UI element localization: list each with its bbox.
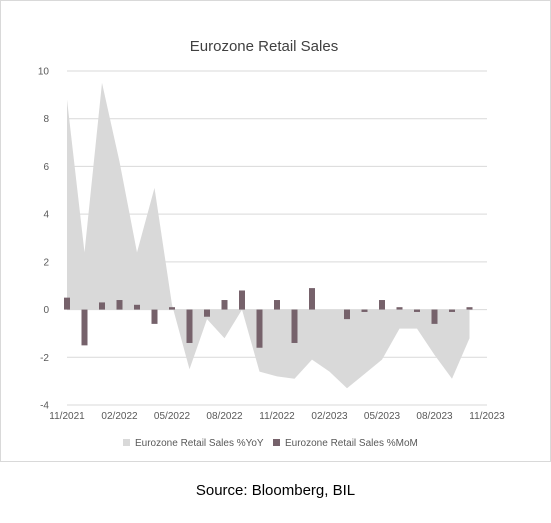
chart-title: Eurozone Retail Sales bbox=[190, 38, 338, 55]
mom-bar bbox=[204, 309, 210, 317]
mom-bar bbox=[414, 309, 420, 312]
x-tick-label: 08/2023 bbox=[416, 411, 453, 422]
mom-bar bbox=[361, 309, 368, 312]
x-tick-label: 05/2022 bbox=[154, 411, 191, 422]
mom-bar bbox=[186, 309, 193, 343]
y-axis-ticks: 10 8 6 4 2 0 -2 -4 bbox=[38, 67, 50, 412]
mom-bar bbox=[291, 309, 298, 343]
mom-bar bbox=[151, 309, 158, 324]
x-tick-label: 02/2022 bbox=[101, 411, 138, 422]
mom-bar bbox=[466, 307, 473, 310]
mom-bar bbox=[379, 300, 385, 310]
y-tick-label: -2 bbox=[40, 353, 49, 364]
x-tick-label: 02/2023 bbox=[311, 411, 348, 422]
y-tick-label: 8 bbox=[43, 114, 49, 125]
y-tick-label: 4 bbox=[43, 210, 49, 221]
mom-bar bbox=[449, 309, 455, 312]
x-tick-label: 08/2022 bbox=[206, 411, 243, 422]
legend: Eurozone Retail Sales %YoY Eurozone Reta… bbox=[123, 438, 418, 449]
mom-bar bbox=[239, 290, 245, 310]
mom-bar bbox=[134, 304, 140, 310]
legend-swatch-yoy bbox=[123, 439, 130, 446]
y-tick-label: 2 bbox=[43, 257, 49, 268]
x-axis-ticks: 11/2021 02/2022 05/2022 08/2022 11/2022 02/20… bbox=[49, 411, 505, 422]
mom-bar bbox=[309, 288, 315, 310]
x-tick-label: 11/2022 bbox=[259, 411, 295, 422]
mom-bar bbox=[169, 307, 175, 310]
mom-bar bbox=[116, 300, 123, 310]
mom-bar bbox=[344, 309, 350, 320]
mom-bar bbox=[81, 309, 88, 346]
mom-bar bbox=[99, 302, 105, 310]
yoy-area-series bbox=[67, 82, 470, 389]
mom-bar bbox=[396, 307, 403, 310]
chart-canvas: Eurozone Retail Sales 10 8 6 4 2 0 -2 -4 11/202… bbox=[38, 38, 505, 449]
y-tick-label: 0 bbox=[43, 305, 49, 316]
legend-label-mom: Eurozone Retail Sales %MoM bbox=[285, 438, 418, 449]
y-tick-label: 10 bbox=[38, 67, 50, 78]
mom-bar bbox=[431, 309, 438, 324]
x-tick-label: 11/2021 bbox=[49, 411, 85, 422]
mom-bar-series bbox=[64, 288, 473, 348]
y-tick-label: 6 bbox=[43, 162, 49, 173]
x-tick-label: 05/2023 bbox=[364, 411, 401, 422]
yoy-area-path bbox=[67, 82, 470, 389]
mom-bar bbox=[256, 309, 263, 348]
mom-bar bbox=[274, 300, 280, 310]
legend-label-yoy: Eurozone Retail Sales %YoY bbox=[135, 438, 264, 449]
chart-frame: Eurozone Retail Sales 10 8 6 4 2 0 -2 -4 11/202… bbox=[0, 0, 551, 462]
mom-bar bbox=[64, 297, 70, 310]
x-tick-label: 11/2023 bbox=[469, 411, 505, 422]
source-note: Source: Bloomberg, BIL bbox=[195, 482, 356, 499]
y-tick-label: -4 bbox=[40, 401, 49, 412]
mom-bar bbox=[221, 300, 228, 310]
legend-swatch-mom bbox=[273, 439, 280, 446]
